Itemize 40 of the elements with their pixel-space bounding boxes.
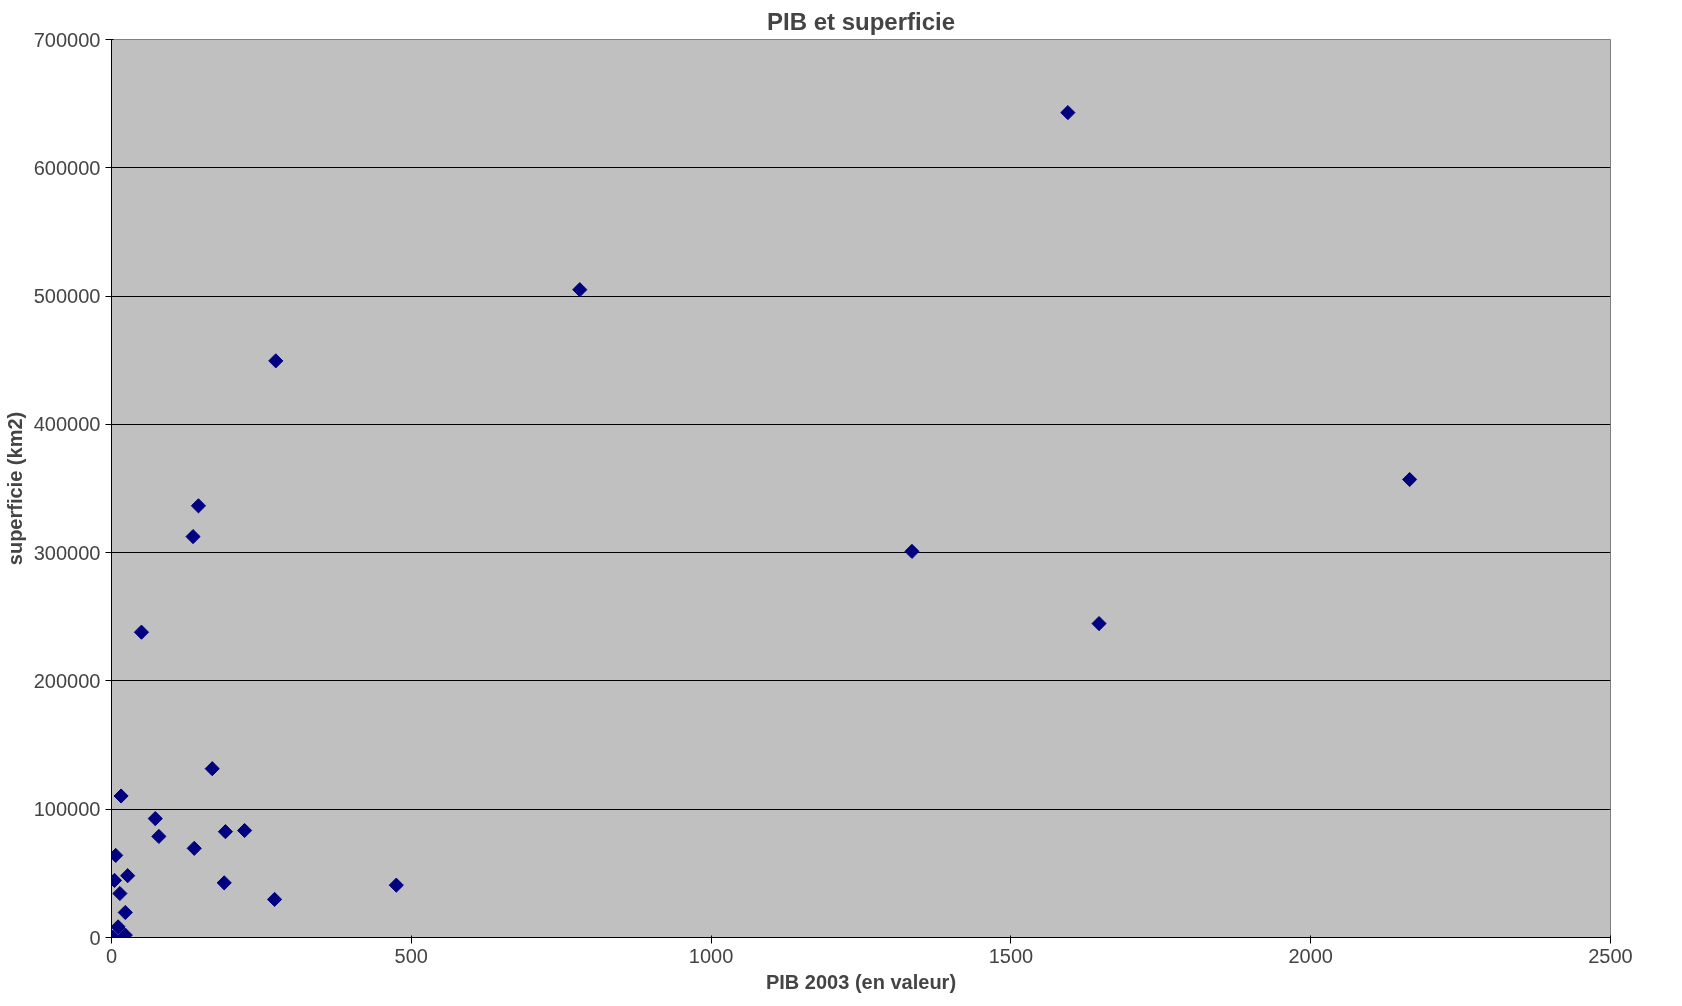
x-axis-title: PIB 2003 (en valeur) xyxy=(765,970,957,993)
point xyxy=(572,282,588,298)
point xyxy=(1402,471,1418,488)
point xyxy=(190,498,207,514)
y-tick-label: 600000 xyxy=(33,156,101,179)
point xyxy=(268,353,284,369)
y-tick-label: 400000 xyxy=(33,413,101,436)
x-tick-label: 0 xyxy=(105,944,118,967)
y-tick-label: 100000 xyxy=(33,798,101,821)
point xyxy=(117,904,133,921)
point xyxy=(1060,105,1076,121)
point xyxy=(904,543,920,559)
point xyxy=(111,919,126,935)
point xyxy=(147,811,163,827)
chart-title: PIB et superficie xyxy=(766,7,956,35)
y-axis-title: superficie (km2) xyxy=(3,411,26,566)
point xyxy=(133,624,150,640)
point xyxy=(216,875,232,891)
point xyxy=(267,891,283,907)
x-tick-label: 500 xyxy=(394,944,428,967)
point xyxy=(237,822,253,839)
x-tick-label: 1500 xyxy=(988,944,1034,967)
x-tick-label: 1000 xyxy=(688,944,734,967)
y-tick-label: 200000 xyxy=(33,669,101,692)
x-tick-label: 2500 xyxy=(1588,944,1633,967)
x-tick-label: 2000 xyxy=(1288,944,1333,967)
point xyxy=(112,885,128,902)
point xyxy=(204,761,220,777)
point xyxy=(151,828,167,844)
y-tick-label: 300000 xyxy=(33,541,101,564)
point xyxy=(186,840,202,856)
y-tick-label: 500000 xyxy=(33,285,101,308)
y-tick-label: 700000 xyxy=(33,28,101,51)
point xyxy=(120,868,136,884)
point xyxy=(185,529,201,545)
point xyxy=(388,877,404,893)
y-tick-label: 0 xyxy=(89,926,101,949)
point xyxy=(217,824,233,840)
point xyxy=(113,788,129,804)
point xyxy=(1091,616,1107,632)
